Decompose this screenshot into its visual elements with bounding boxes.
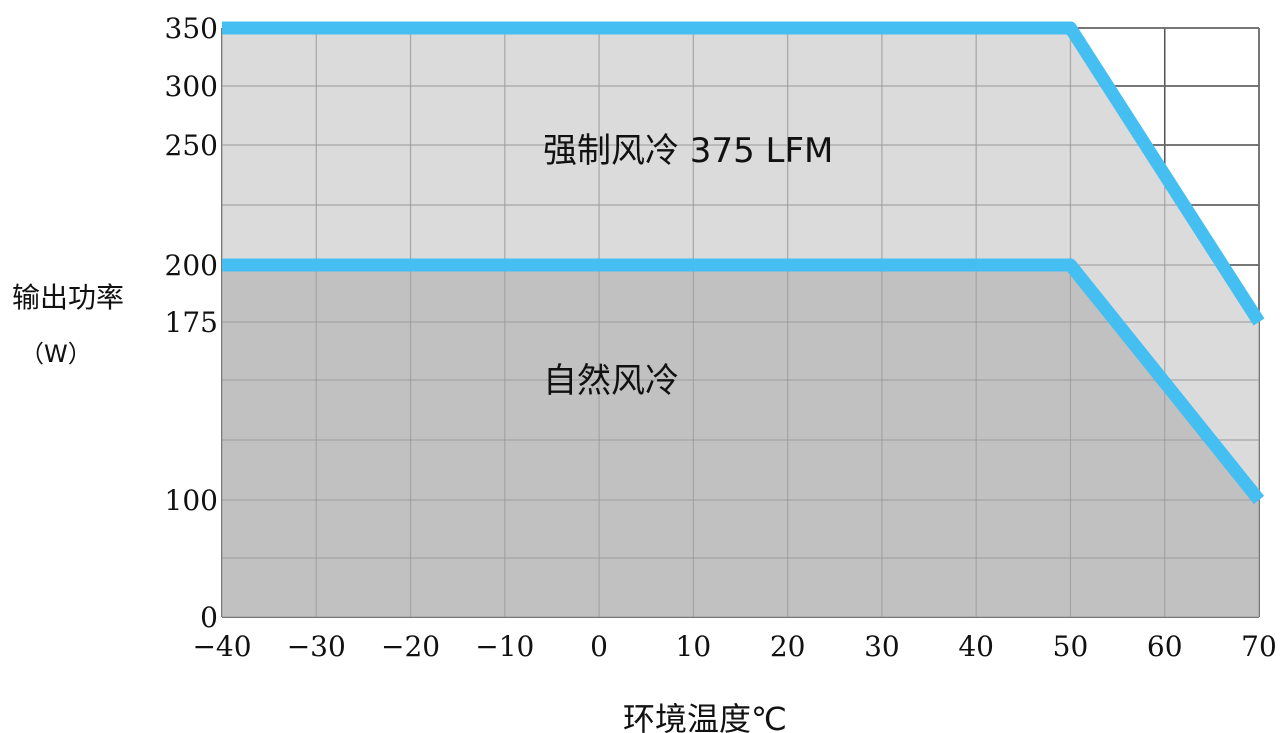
- y-tick-label: 100: [165, 484, 218, 517]
- series-label-forced: 强制风冷 375 LFM: [543, 131, 833, 171]
- areas: [221, 27, 1260, 618]
- y-tick-label: 175: [165, 306, 218, 339]
- x-tick-label: −40: [192, 630, 251, 663]
- natural-cooling-area: [222, 265, 1259, 617]
- y-axis-unit: （W）: [20, 340, 92, 368]
- x-tick-label: 10: [676, 630, 712, 663]
- y-tick-label: 250: [165, 129, 218, 162]
- x-tick-label: 40: [958, 630, 994, 663]
- x-tick-label: 20: [770, 630, 806, 663]
- x-tick-label: 30: [864, 630, 900, 663]
- x-axis-ticks: −40 −30 −20 −10 0 10 20 30 40 50 60 70: [192, 630, 1276, 663]
- x-tick-label: 50: [1053, 630, 1089, 663]
- y-axis-title: 输出功率: [12, 281, 124, 314]
- series-label-natural: 自然风冷: [543, 361, 679, 401]
- y-axis-ticks: 0 100 175 200 250 300 350: [165, 12, 218, 634]
- y-tick-label: 200: [165, 249, 218, 282]
- x-tick-label: −30: [287, 630, 346, 663]
- y-tick-label: 350: [165, 12, 218, 45]
- x-tick-label: 0: [590, 630, 608, 663]
- x-tick-label: 60: [1147, 630, 1183, 663]
- x-axis-title: 环境温度℃: [623, 700, 787, 733]
- y-tick-label: 0: [200, 601, 218, 634]
- x-tick-label: −10: [475, 630, 534, 663]
- series-lines: [222, 21, 1265, 505]
- natural-cooling-line: [222, 258, 1265, 505]
- x-tick-label: 70: [1241, 630, 1277, 663]
- y-tick-label: 300: [165, 70, 218, 103]
- forced-cooling-line: [222, 21, 1265, 326]
- x-tick-label: −20: [381, 630, 440, 663]
